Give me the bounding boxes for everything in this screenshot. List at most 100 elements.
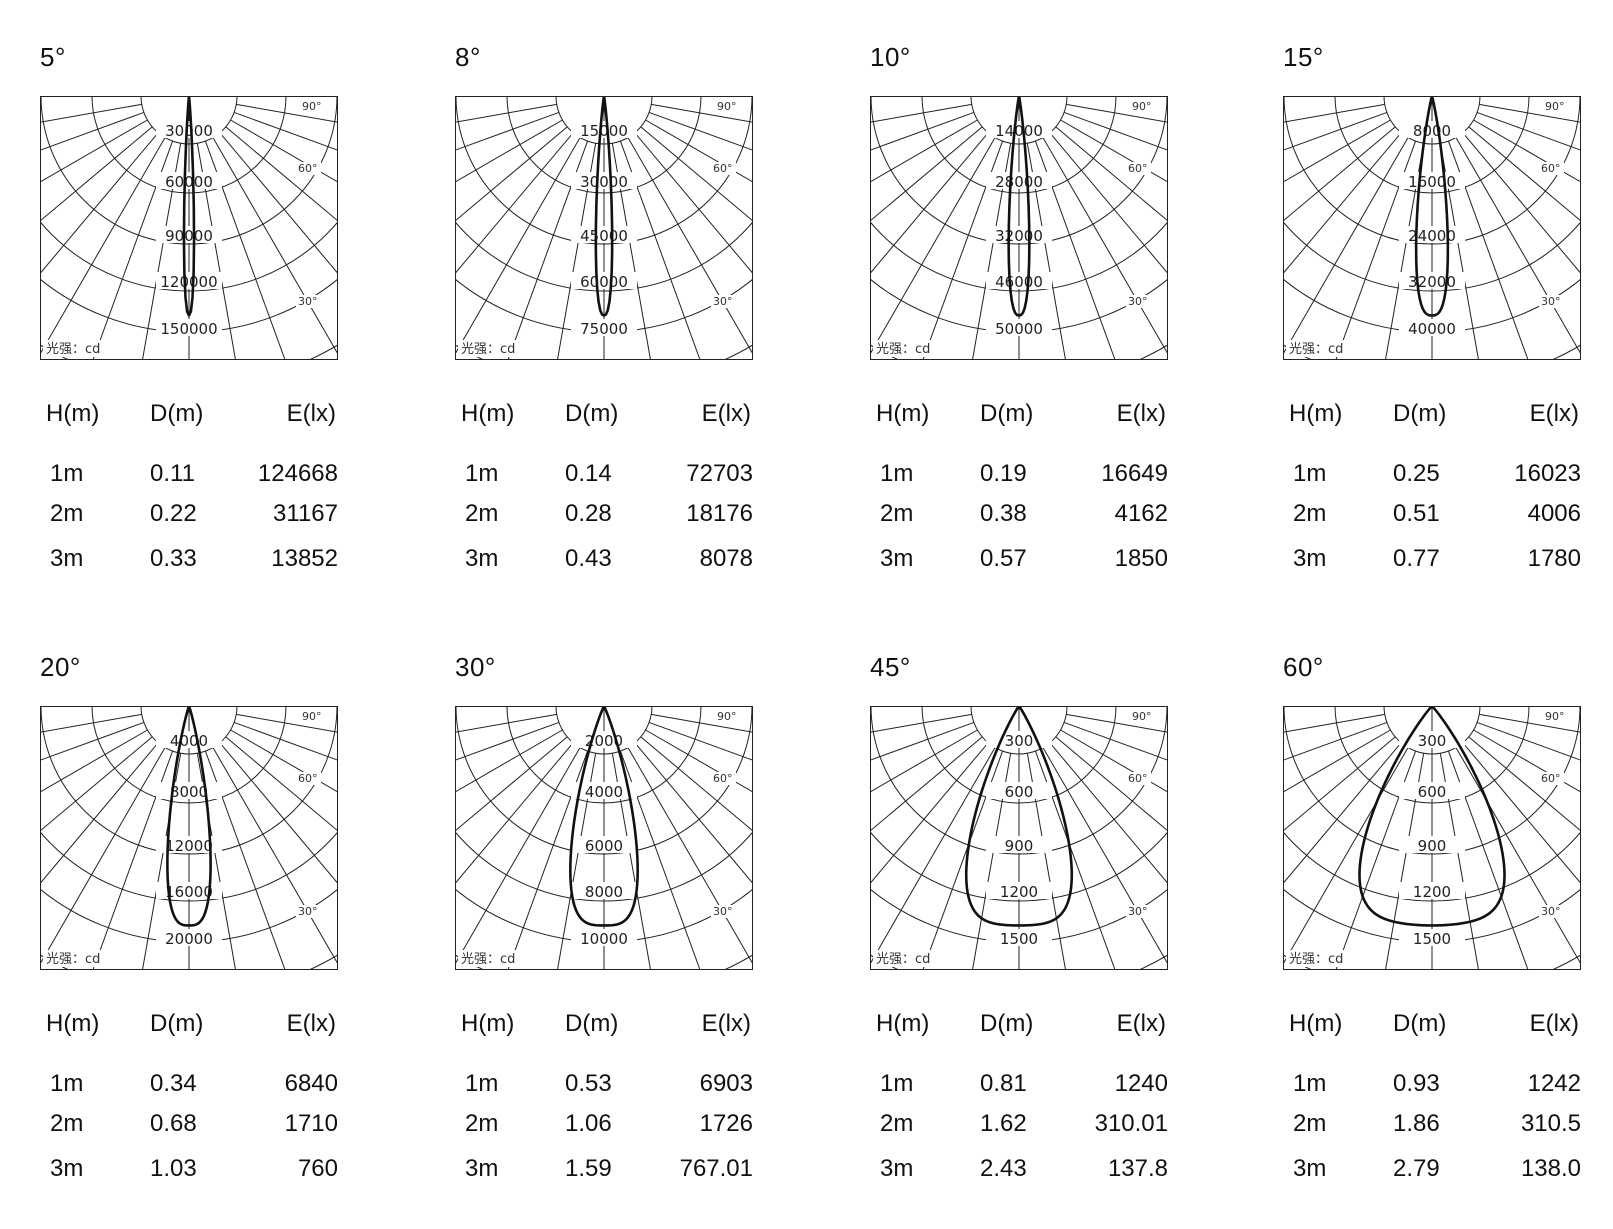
grid-ring xyxy=(1383,706,1481,755)
grid-spoke xyxy=(640,126,753,222)
beam-panel: 20° 4000 8000 12000 16000 20000 90° 60° 30° 光强：cd… xyxy=(40,610,370,1200)
grid-spoke xyxy=(1283,721,1388,761)
table-cell: 137.8 xyxy=(1107,1155,1168,1182)
grid-spoke xyxy=(1439,143,1480,360)
unit-label-bg xyxy=(1286,340,1366,357)
grid-spoke xyxy=(204,140,286,360)
radial-tick-label: 14000 xyxy=(995,122,1043,140)
table-cell: 0.28 xyxy=(565,500,612,527)
angle-label-bg xyxy=(1539,905,1564,918)
chart-frame xyxy=(1283,96,1581,360)
grid-ring xyxy=(555,96,653,145)
chart-frame xyxy=(870,96,1168,360)
angle-label: 60° xyxy=(713,772,733,785)
grid-spoke xyxy=(1066,103,1168,123)
tick-label-bg xyxy=(571,782,637,799)
angle-label-bg xyxy=(300,100,325,113)
table-header-cell: H(m) xyxy=(1289,400,1343,427)
table-cell: 3m xyxy=(50,1155,84,1182)
grid-spoke xyxy=(455,742,574,885)
grid-spoke xyxy=(40,126,153,222)
grid-ring xyxy=(970,706,1068,755)
table-cell: 1.06 xyxy=(565,1110,612,1137)
polar-intensity-chart: 4000 8000 12000 16000 20000 90° 60° 30° 光强：cd xyxy=(40,706,338,970)
radial-tick-label: 12000 xyxy=(165,837,213,855)
table-header: H(m) D(m) E(lx) xyxy=(461,1010,761,1040)
table-cell: 2m xyxy=(465,1110,499,1137)
polar-intensity-chart: 8000 16000 24000 32000 40000 90° 60° 30° 光强：cd xyxy=(1283,96,1581,360)
radial-tick-label: 600 xyxy=(1005,783,1034,801)
grid-spoke xyxy=(40,132,159,275)
radial-tick-label: 4000 xyxy=(585,783,623,801)
table-cell: 1m xyxy=(465,460,499,487)
table-header-cell: D(m) xyxy=(150,400,204,427)
table-cell: 2.79 xyxy=(1393,1155,1440,1182)
radial-tick-label: 32000 xyxy=(1408,273,1456,291)
chart-frame xyxy=(40,96,338,360)
tick-label-bg xyxy=(986,121,1052,138)
table-header-cell: E(lx) xyxy=(1116,400,1166,427)
table-cell: 0.22 xyxy=(150,500,197,527)
grid-spoke xyxy=(1049,742,1168,885)
angle-label: 60° xyxy=(713,162,733,175)
intensity-unit-label: 光强：cd xyxy=(46,952,100,967)
radial-tick-label: 300 xyxy=(1005,732,1034,750)
angle-label-bg xyxy=(711,772,736,785)
table-header-cell: E(lx) xyxy=(286,400,336,427)
angle-label-bg xyxy=(711,162,736,175)
grid-ring xyxy=(555,706,653,755)
grid-spoke xyxy=(40,111,145,151)
grid-ring xyxy=(40,220,338,292)
grid-spoke xyxy=(1468,736,1581,832)
grid-spoke xyxy=(1049,132,1168,275)
table-header-cell: H(m) xyxy=(46,400,100,427)
tick-label-bg xyxy=(156,172,222,189)
grid-spoke xyxy=(1283,736,1396,832)
table-header-cell: D(m) xyxy=(1393,400,1447,427)
grid-spoke xyxy=(1283,119,1391,183)
radial-tick-label: 90000 xyxy=(165,227,213,245)
chart-frame xyxy=(40,706,338,970)
angle-label-bg xyxy=(1130,100,1155,113)
table-cell: 0.81 xyxy=(980,1070,1027,1097)
grid-spoke xyxy=(455,111,560,151)
grid-spoke xyxy=(1479,103,1581,123)
table-cell: 72703 xyxy=(686,460,753,487)
grid-spoke xyxy=(870,132,989,275)
grid-spoke xyxy=(507,140,589,360)
intensity-curve xyxy=(594,96,614,317)
tick-label-bg xyxy=(571,731,637,748)
grid-spoke xyxy=(870,721,975,761)
table-row: 2m 0.28 18176 xyxy=(461,500,761,530)
table-row: 1m 0.11 124668 xyxy=(46,460,346,490)
angle-label-bg xyxy=(1126,162,1151,175)
tick-label-bg xyxy=(986,319,1052,336)
tick-label-bg xyxy=(571,226,637,243)
grid-ring xyxy=(1283,220,1581,292)
radial-tick-label: 1200 xyxy=(1413,883,1451,901)
grid-spoke xyxy=(611,143,652,360)
intensity-unit-label: 光强：cd xyxy=(876,952,930,967)
radial-tick-label: 120000 xyxy=(160,273,217,291)
table-cell: 0.25 xyxy=(1393,460,1440,487)
table-cell: 6840 xyxy=(284,1070,338,1097)
table-cell: 0.34 xyxy=(150,1070,197,1097)
angle-label: 60° xyxy=(1541,162,1561,175)
angle-label: 90° xyxy=(1545,710,1565,723)
grid-ring xyxy=(1334,706,1530,804)
table-cell: 2m xyxy=(50,1110,84,1137)
grid-spoke xyxy=(1462,132,1581,275)
grid-spoke xyxy=(870,742,989,885)
table-cell: 1710 xyxy=(284,1110,338,1137)
tick-label-bg xyxy=(1399,172,1465,189)
grid-spoke xyxy=(870,111,975,151)
grid-spoke xyxy=(634,742,753,885)
beam-panel: 10° 14000 28000 32000 46000 50000 90° 60° 30° 光强：… xyxy=(870,0,1200,590)
tick-label-bg xyxy=(1399,782,1465,799)
grid-spoke xyxy=(1283,137,1409,356)
beam-angle-title: 5° xyxy=(40,42,66,72)
intensity-unit-label: 光强：cd xyxy=(1289,952,1343,967)
grid-ring xyxy=(870,706,1168,855)
grid-spoke xyxy=(233,111,338,151)
tick-label-bg xyxy=(156,836,222,853)
